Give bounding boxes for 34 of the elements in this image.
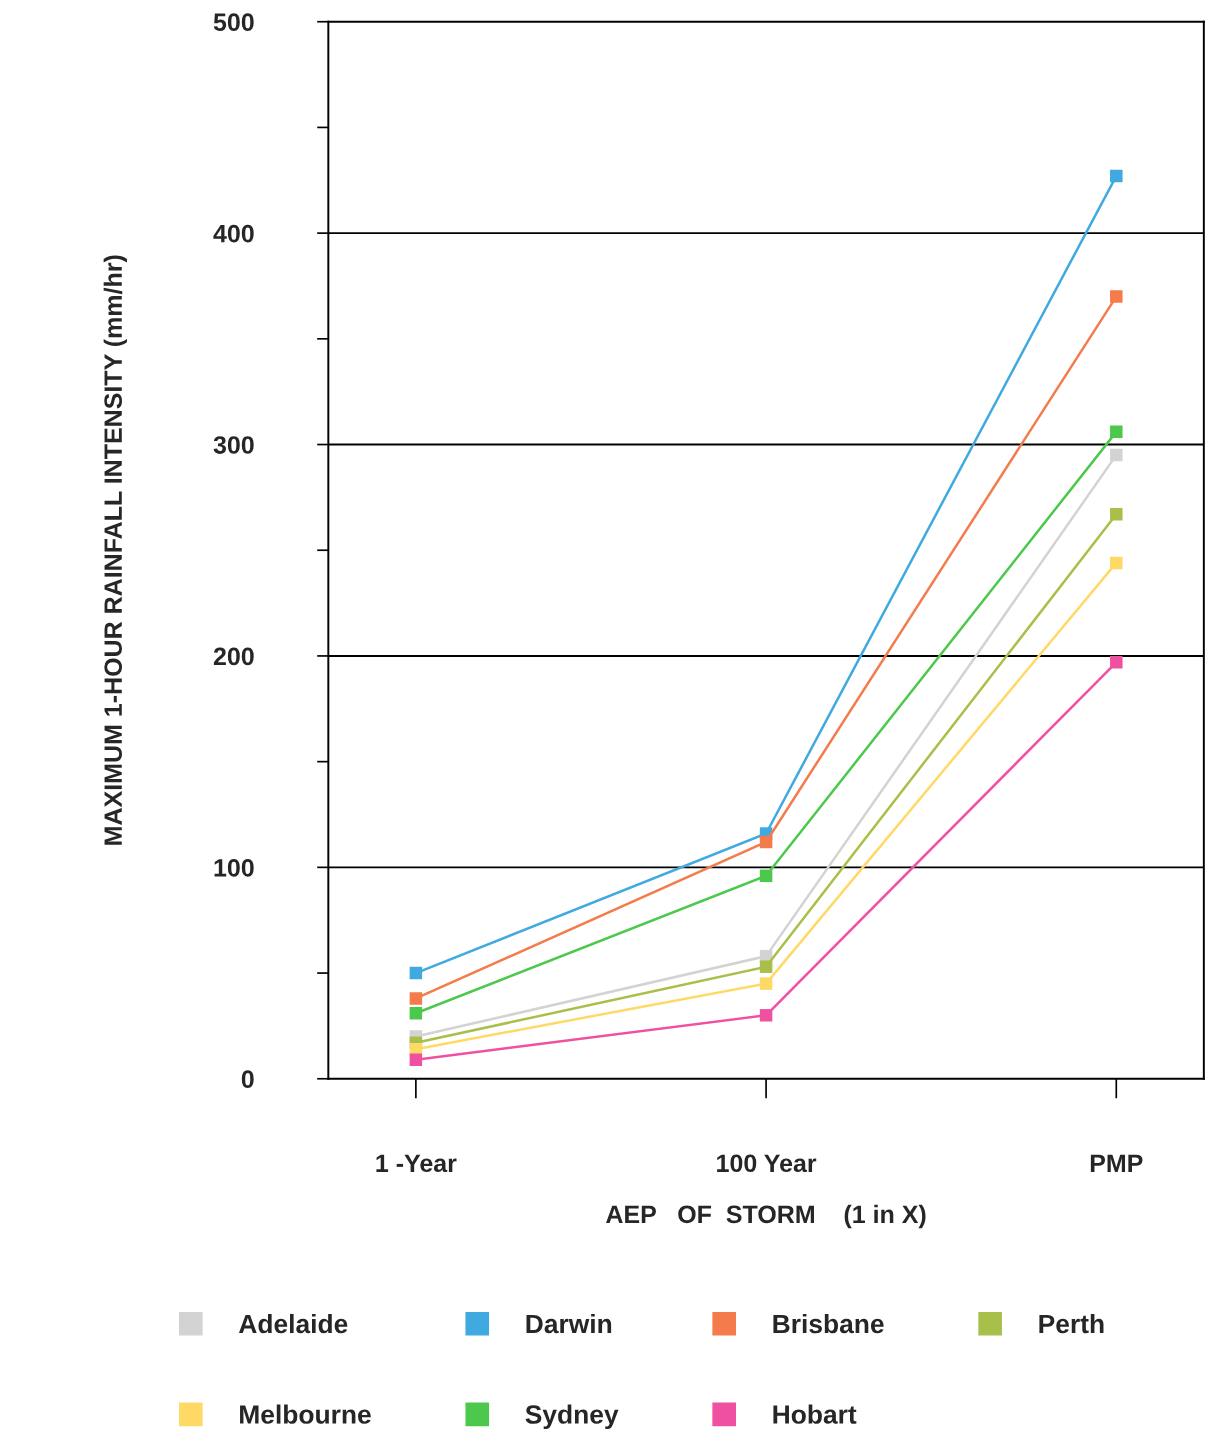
point: [1110, 508, 1123, 521]
point: [759, 977, 773, 990]
point: [409, 1006, 423, 1020]
point: [1110, 290, 1123, 303]
point: [759, 835, 773, 849]
y-tick-label: 300: [213, 436, 254, 454]
legend-label: Brisbane: [773, 1313, 884, 1334]
point: [1110, 448, 1123, 462]
y-axis-title: MAXIMUM 1-HOUR RAINFALL INTENSITY (mm/hr): [103, 255, 127, 845]
x-tick-label: 1 -Year: [376, 1154, 457, 1173]
x-tick-label: 100 Year: [717, 1154, 817, 1173]
legend-label: Adelaide: [238, 1313, 348, 1334]
x-axis-title: AEP OF STORM (1 in X): [606, 1204, 926, 1229]
y-tick-label: 0: [241, 1070, 254, 1089]
legend-label: Melbourne: [240, 1404, 371, 1424]
point: [1110, 556, 1123, 570]
point: [1110, 425, 1123, 439]
point: [409, 966, 423, 980]
y-tick-label: 100: [214, 858, 254, 877]
point: [1110, 169, 1123, 183]
point: [409, 992, 423, 1005]
y-tick-label: 400: [213, 224, 254, 243]
point: [409, 1053, 423, 1066]
legend-label: Hobart: [773, 1404, 857, 1424]
y-tick-label: 200: [213, 647, 254, 666]
legend-label: Sydney: [525, 1404, 619, 1430]
point: [759, 1009, 773, 1022]
x-tick-label: PMP: [1090, 1154, 1143, 1172]
point: [1110, 656, 1123, 669]
point: [759, 960, 773, 973]
point: [759, 869, 773, 883]
legend-label: Perth: [1039, 1313, 1104, 1334]
legend-label: Darwin: [526, 1313, 612, 1334]
y-tick-label: 500: [213, 13, 254, 32]
